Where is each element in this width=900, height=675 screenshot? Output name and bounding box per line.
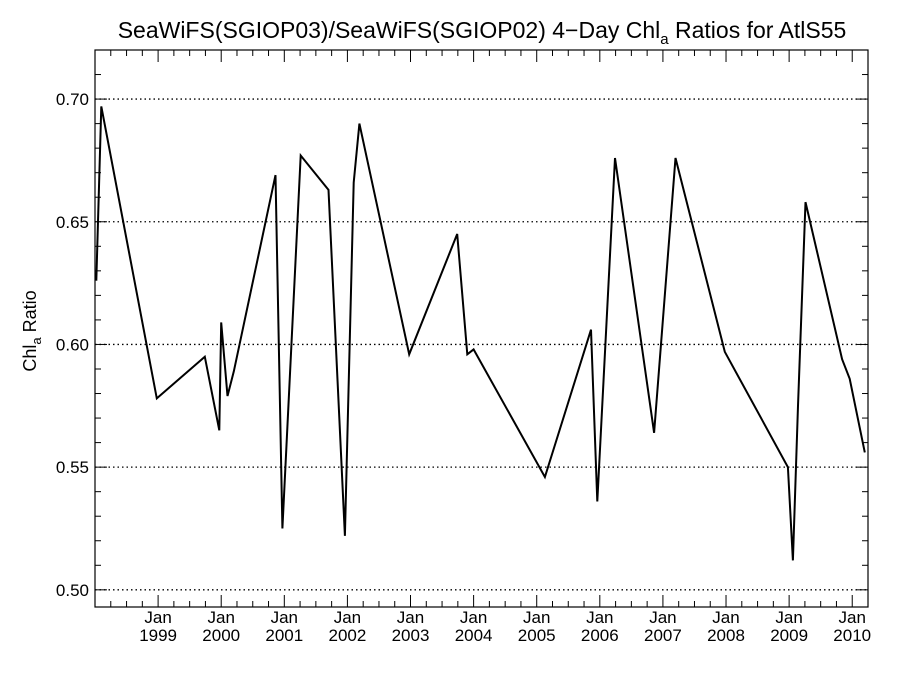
x-tick-label-year: 2002 bbox=[328, 626, 366, 645]
x-tick-label-year: 2006 bbox=[581, 626, 619, 645]
y-axis-label: Chla Ratio bbox=[20, 290, 44, 371]
x-tick-label-month: Jan bbox=[271, 608, 298, 627]
x-tick-label-month: Jan bbox=[649, 608, 676, 627]
x-tick-label-month: Jan bbox=[839, 608, 866, 627]
x-tick-label-year: 1999 bbox=[139, 626, 177, 645]
x-tick-label-year: 2010 bbox=[833, 626, 871, 645]
y-tick-label: 0.50 bbox=[56, 581, 89, 600]
x-tick-label-month: Jan bbox=[775, 608, 802, 627]
chart-title-subscript: a bbox=[660, 31, 669, 48]
axis-ticks bbox=[95, 50, 869, 607]
y-tick-label: 0.70 bbox=[56, 90, 89, 109]
x-tick-label-month: Jan bbox=[144, 608, 171, 627]
x-tick-label-year: 2001 bbox=[265, 626, 303, 645]
x-tick-label-year: 2009 bbox=[770, 626, 808, 645]
gridlines bbox=[95, 98, 868, 591]
chart-title-tail: Ratios for AtlS55 bbox=[669, 17, 847, 43]
y-tick-label: 0.65 bbox=[56, 213, 89, 232]
x-tick-label-year: 2008 bbox=[707, 626, 745, 645]
x-tick-label-month: Jan bbox=[712, 608, 739, 627]
x-tick-label-year: 2005 bbox=[518, 626, 556, 645]
x-tick-label-month: Jan bbox=[397, 608, 424, 627]
y-axis-label-tail: Ratio bbox=[20, 290, 40, 337]
x-tick-label-month: Jan bbox=[460, 608, 487, 627]
chart-title: SeaWiFS(SGIOP03)/SeaWiFS(SGIOP02) 4−Day … bbox=[118, 17, 847, 48]
x-tick-label-year: 2004 bbox=[455, 626, 493, 645]
x-tick-label-month: Jan bbox=[334, 608, 361, 627]
x-tick-label-year: 2003 bbox=[392, 626, 430, 645]
chart-title-main: SeaWiFS(SGIOP03)/SeaWiFS(SGIOP02) 4−Day … bbox=[118, 17, 661, 43]
x-tick-label-year: 2007 bbox=[644, 626, 682, 645]
x-tick-label-year: 2000 bbox=[202, 626, 240, 645]
x-tick-label-month: Jan bbox=[523, 608, 550, 627]
y-axis-label-main: Chl bbox=[20, 345, 40, 372]
x-tick-label-month: Jan bbox=[586, 608, 613, 627]
tick-labels: 0.500.550.600.650.70Jan1999Jan2000Jan200… bbox=[56, 90, 871, 645]
series bbox=[95, 106, 866, 561]
y-tick-label: 0.60 bbox=[56, 335, 89, 354]
series-line bbox=[95, 106, 866, 561]
x-tick-label-month: Jan bbox=[207, 608, 234, 627]
y-axis-label-subscript: a bbox=[29, 337, 44, 345]
plot-frame bbox=[94, 49, 869, 608]
y-tick-label: 0.55 bbox=[56, 458, 89, 477]
